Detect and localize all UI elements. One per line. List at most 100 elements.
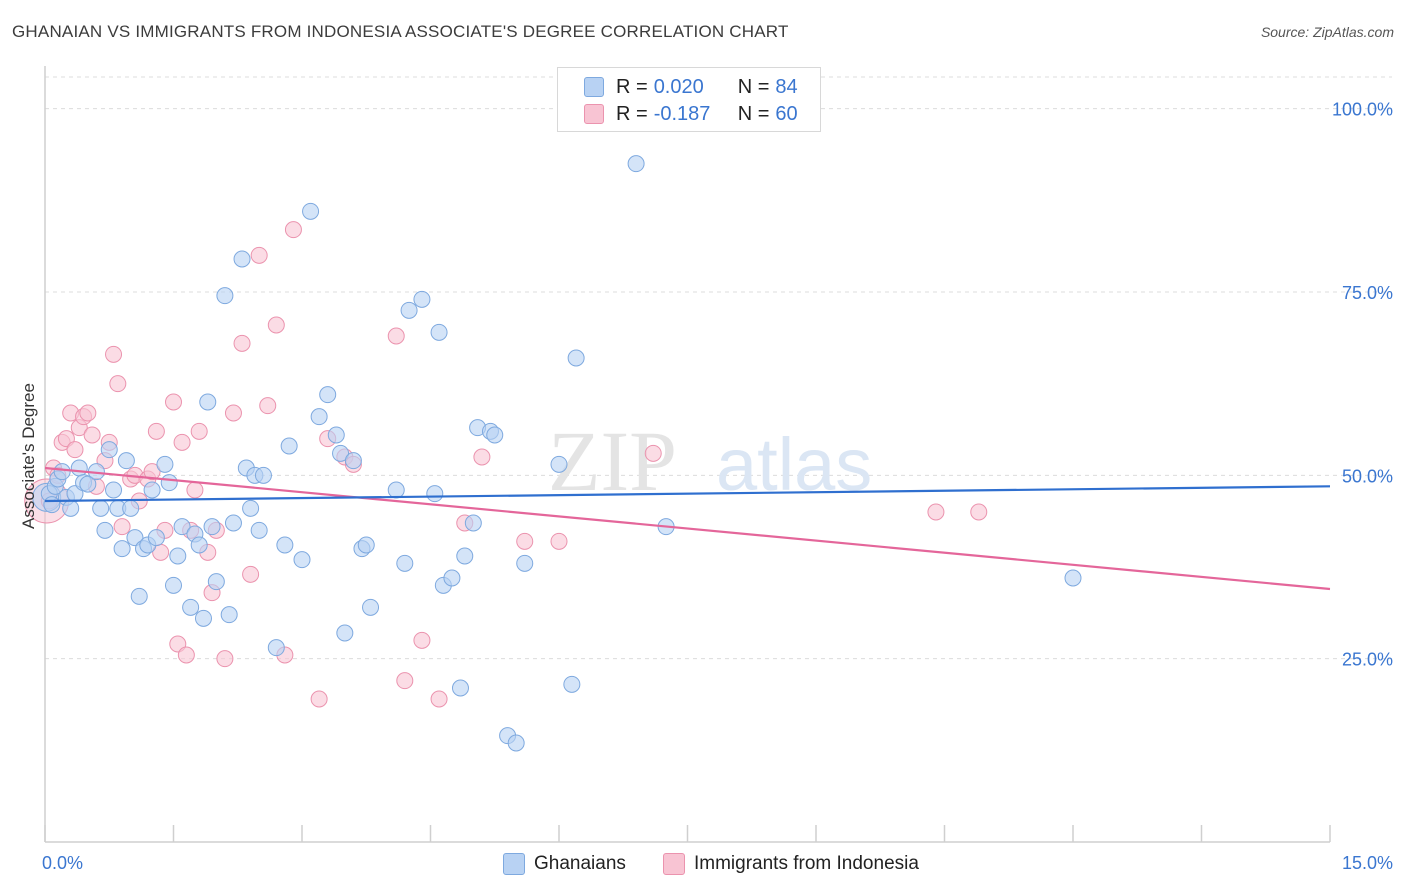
ghanaian-point — [319, 386, 337, 404]
legend-swatch-blue — [584, 77, 604, 97]
correlation-legend: R = 0.020 N = 84 R = -0.187 N = 60 — [557, 67, 821, 132]
ghanaian-point — [327, 426, 345, 444]
ghanaian-point — [160, 474, 178, 492]
ghanaian-point — [100, 441, 118, 459]
ghanaian-point — [413, 290, 431, 308]
ghanaian-point — [130, 587, 148, 605]
indonesia-point — [284, 221, 302, 239]
ghanaian-point — [451, 679, 469, 697]
ghanaian-point — [169, 547, 187, 565]
ghanaian-point — [105, 481, 123, 499]
indonesia-point — [250, 246, 268, 264]
bottom-legend-swatch-blue — [503, 853, 525, 875]
indonesia-point — [413, 631, 431, 649]
indonesia-point — [186, 481, 204, 499]
ghanaian-point — [336, 624, 354, 642]
axes — [44, 66, 1331, 843]
ghanaian-point — [143, 481, 161, 499]
x-tick-label-min: 0.0% — [42, 853, 83, 873]
indonesia-point — [387, 327, 405, 345]
bottom-legend-indonesia: Immigrants from Indonesia — [663, 852, 919, 876]
n-value-ghanaians: 84 — [775, 75, 798, 98]
n-label: N = — [737, 102, 770, 125]
indonesia-trend-line — [44, 466, 1331, 591]
ghanaian-point — [190, 536, 208, 554]
trend-lines — [44, 466, 1331, 591]
indonesia-point — [165, 393, 182, 411]
ghanaian-point — [310, 408, 328, 426]
ghanaian-point — [182, 598, 200, 616]
indonesia-point — [430, 690, 448, 708]
ghanaian-point — [122, 499, 140, 517]
ghanaian-point — [302, 202, 320, 220]
tick-labels: 25.0% 50.0% 75.0% 100.0% 0.0% 15.0% — [42, 100, 1393, 873]
y-tick-label: 25.0% — [1342, 650, 1393, 670]
bottom-legend-label-ghanaians: Ghanaians — [534, 853, 626, 874]
ghanaian-point — [207, 573, 225, 591]
ghanaian-point — [486, 426, 504, 444]
indonesia-point — [147, 422, 165, 440]
r-value-ghanaians: 0.020 — [653, 75, 704, 98]
indonesia-point — [66, 441, 84, 459]
indonesia-point — [143, 463, 161, 481]
indonesia-point — [473, 448, 491, 466]
legend-swatch-pink — [584, 104, 604, 124]
ghanaian-point — [456, 547, 474, 565]
ghanaian-point — [79, 475, 97, 493]
bottom-legend-label-indonesia: Immigrants from Indonesia — [694, 853, 919, 874]
y-axis-label: Associate's Degree — [19, 383, 38, 529]
y-tick-label: 100.0% — [1332, 100, 1393, 120]
ghanaian-point — [276, 536, 294, 554]
ghanaian-trend-line — [44, 485, 1331, 503]
ghanaian-point — [233, 250, 251, 268]
ghanaian-point — [396, 554, 414, 572]
indonesia-point — [173, 433, 191, 451]
indonesia-point — [644, 444, 662, 462]
ghanaian-point — [62, 499, 80, 517]
n-value-indonesia: 60 — [775, 102, 798, 125]
ghanaian-point — [362, 598, 380, 616]
ghanaian-point — [203, 518, 221, 536]
ghanaian-point — [280, 437, 298, 455]
indonesia-point — [396, 672, 414, 690]
ghanaian-point — [357, 536, 375, 554]
legend-row-indonesia: R = -0.187 N = 60 — [584, 102, 798, 126]
ghanaian-point — [43, 496, 61, 514]
ghanaian-point — [1064, 569, 1082, 587]
indonesia-point — [242, 565, 260, 583]
ghanaian-point — [96, 521, 114, 539]
ghanaian-point — [117, 452, 135, 470]
bottom-legend-swatch-pink — [663, 853, 685, 875]
ghanaian-point — [563, 675, 581, 693]
ghanaian-point — [220, 606, 238, 624]
ghanaian-point — [567, 349, 585, 367]
legend-row-ghanaians: R = 0.020 N = 84 — [584, 75, 798, 99]
x-tick-label-max: 15.0% — [1342, 853, 1393, 873]
ghanaian-point — [199, 393, 217, 411]
ghanaian-point — [443, 569, 461, 587]
ghanaian-point — [550, 455, 568, 473]
ghanaian-point — [627, 155, 645, 173]
y-tick-label: 50.0% — [1342, 466, 1393, 486]
ghanaian-points — [32, 155, 1082, 752]
r-label: R = — [616, 102, 648, 125]
ghanaian-point — [53, 463, 71, 481]
r-value-indonesia: -0.187 — [653, 102, 711, 125]
indonesia-point — [109, 375, 127, 393]
indonesia-point — [190, 422, 208, 440]
indonesia-point — [83, 426, 101, 444]
ghanaian-point — [250, 521, 268, 539]
ghanaian-point — [165, 576, 182, 594]
source-label: Source: ZipAtlas.com — [1260, 24, 1394, 40]
indonesia-point — [177, 646, 195, 664]
indonesia-point — [105, 345, 123, 363]
ghanaian-point — [387, 481, 405, 499]
ghanaian-point — [113, 540, 131, 558]
ghanaian-point — [344, 452, 362, 470]
indonesia-point — [310, 690, 328, 708]
indonesia-point — [113, 518, 131, 536]
indonesia-point — [224, 404, 242, 422]
indonesia-point — [267, 316, 285, 334]
ghanaian-point — [156, 455, 174, 473]
